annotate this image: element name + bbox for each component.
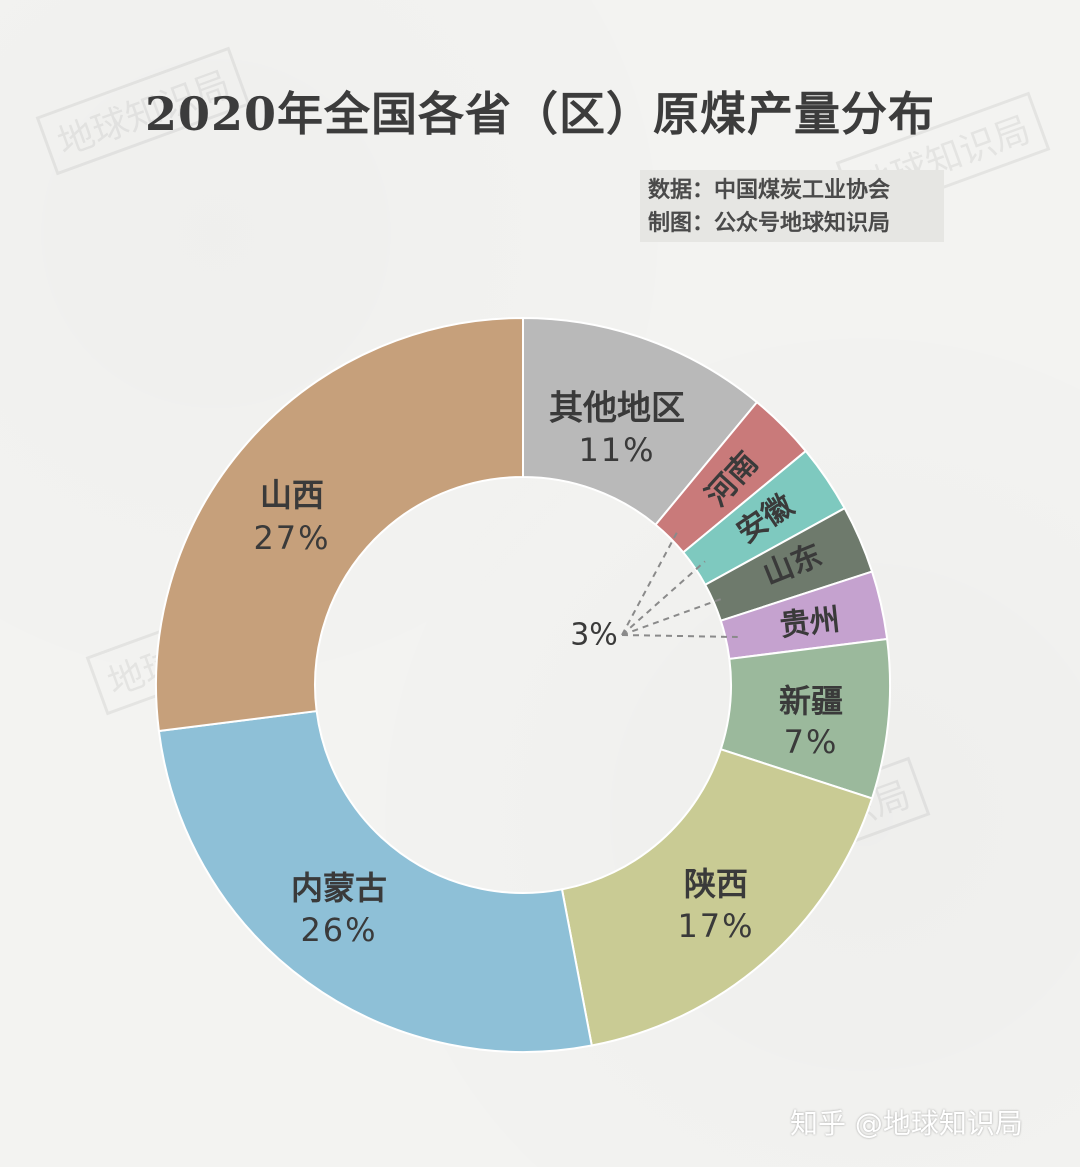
slice-name-label: 贵州 [778, 602, 841, 643]
source-box: 数据：中国煤炭工业协会 制图：公众号地球知识局 [640, 170, 944, 242]
slice-山西 [155, 316, 524, 733]
leader-line [621, 560, 706, 636]
slice-name-label: 内蒙古 [291, 869, 387, 907]
leader-line [621, 596, 726, 636]
leader-line [621, 528, 680, 636]
shared-small-share-label: 3% [570, 618, 618, 653]
slice-陕西 [560, 748, 874, 1047]
slice-value-label: 17% [677, 907, 754, 945]
slice-value-label: 11% [578, 431, 655, 469]
small-share-leader-lines [621, 528, 738, 639]
source-credit-line: 制图：公众号地球知识局 [648, 211, 891, 236]
source-data-line: 数据：中国煤炭工业协会 [648, 178, 891, 203]
slice-value-label: 7% [784, 723, 839, 761]
slice-内蒙古 [157, 709, 593, 1053]
chart-title: 2020年全国各省（区）原煤产量分布 [144, 87, 936, 141]
slice-name-label: 其他地区 [549, 389, 685, 429]
slice-name-label: 新疆 [779, 682, 843, 720]
footer-watermark: 知乎 @地球知识局 [790, 1107, 1023, 1140]
slice-name-label: 山西 [260, 476, 324, 514]
slice-value-label: 27% [253, 519, 330, 557]
slice-name-label: 陕西 [684, 865, 748, 903]
leader-line [621, 634, 738, 639]
donut-slices [155, 316, 891, 1053]
slice-value-label: 26% [300, 911, 377, 949]
